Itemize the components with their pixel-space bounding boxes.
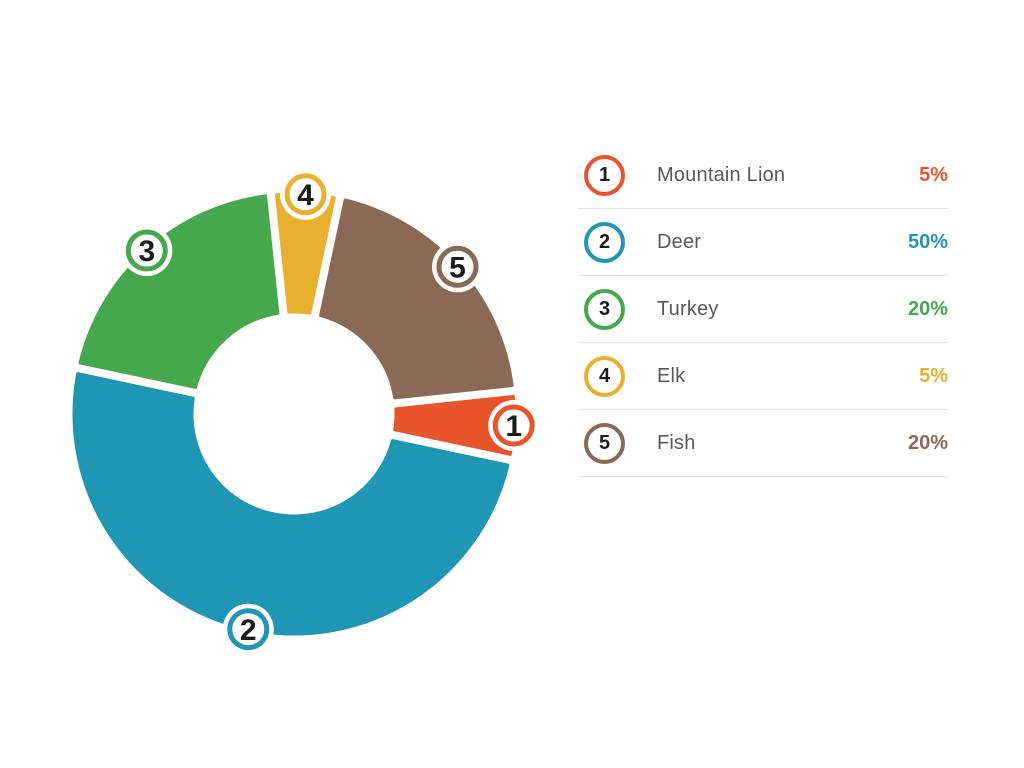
legend-number: 3: [598, 297, 611, 320]
slice-turkey: [78, 194, 280, 389]
legend-row-deer: 2 Deer 50%: [578, 209, 948, 276]
legend-row-fish: 5 Fish 20%: [578, 410, 948, 477]
legend-row-elk: 4 Elk 5%: [578, 343, 948, 410]
badge-ring: [284, 173, 327, 216]
badge-number: 5: [449, 251, 466, 284]
badge-number: 4: [297, 179, 314, 212]
slice-badge-1: 1: [488, 400, 540, 452]
slice-fish: [319, 198, 514, 400]
donut-chart: 1 2 3 4 5: [72, 168, 540, 655]
legend-number: 5: [598, 431, 611, 454]
slice-badge-4: 4: [280, 168, 332, 220]
legend-row-mountain-lion: 1 Mountain Lion 5%: [578, 142, 948, 209]
legend-percent: 20%: [907, 431, 948, 454]
slice-badge-5: 5: [431, 241, 483, 293]
legend-label: Mountain Lion: [657, 163, 786, 186]
badge-ring: [436, 245, 479, 288]
legend-number-badge-4: 4: [584, 355, 625, 397]
badge-ring: [492, 404, 535, 447]
slice-deer: [72, 372, 510, 636]
legend-number: 1: [598, 163, 611, 186]
legend-label: Fish: [657, 431, 696, 454]
legend-number: 2: [598, 230, 611, 253]
legend-percent: 20%: [907, 297, 948, 320]
legend-number-badge-3: 3: [584, 288, 625, 330]
badge-ring: [227, 608, 270, 651]
legend-percent: 5%: [919, 163, 948, 186]
legend-number-badge-2: 2: [584, 221, 625, 263]
badge-ring: [125, 229, 168, 272]
legend-number-badge-1: 1: [584, 154, 625, 196]
legend-row-turkey: 3 Turkey 20%: [578, 276, 948, 343]
legend-percent: 50%: [907, 230, 948, 253]
legend-number-badge-5: 5: [584, 422, 625, 464]
legend-label: Turkey: [657, 297, 719, 320]
badge-number: 3: [138, 235, 155, 268]
badge-number: 1: [505, 410, 522, 443]
legend-number: 4: [598, 364, 611, 387]
legend-label: Elk: [657, 364, 686, 387]
slice-badge-2: 2: [222, 603, 274, 655]
slice-badge-3: 3: [121, 225, 173, 277]
chart-legend: 1 Mountain Lion 5% 2 Deer 50% 3 Turkey 2…: [578, 142, 948, 477]
badge-number: 2: [240, 614, 257, 647]
legend-label: Deer: [657, 230, 702, 253]
legend-percent: 5%: [919, 364, 948, 387]
